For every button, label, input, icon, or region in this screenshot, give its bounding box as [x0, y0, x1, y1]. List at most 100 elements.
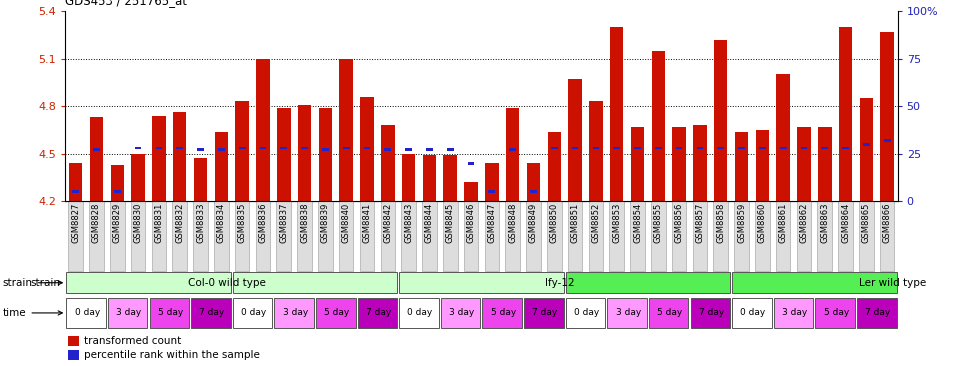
Bar	[218, 149, 225, 152]
Bar	[697, 146, 704, 149]
Text: time: time	[3, 308, 62, 318]
Bar	[801, 146, 807, 149]
Bar	[717, 146, 724, 149]
Bar	[131, 201, 145, 271]
Bar	[69, 163, 83, 201]
Bar	[863, 143, 870, 146]
Bar	[280, 146, 287, 149]
Bar	[298, 105, 311, 201]
Text: percentile rank within the sample: percentile rank within the sample	[84, 350, 260, 360]
Bar	[67, 336, 80, 346]
Bar	[651, 201, 665, 271]
Text: 5 day: 5 day	[324, 309, 349, 317]
Bar	[364, 146, 371, 149]
Text: 0 day: 0 day	[241, 309, 266, 317]
Text: GSM8832: GSM8832	[176, 203, 184, 243]
Bar	[818, 127, 831, 201]
Bar	[526, 201, 540, 271]
Bar	[446, 149, 454, 152]
Bar	[489, 190, 495, 193]
Bar	[693, 125, 707, 201]
Bar	[441, 298, 480, 328]
Bar	[568, 79, 582, 201]
Text: strain: strain	[31, 278, 60, 288]
Bar	[340, 59, 353, 201]
Text: transformed count: transformed count	[84, 336, 181, 346]
Bar	[277, 108, 291, 201]
Bar	[214, 201, 228, 271]
Text: GSM8864: GSM8864	[841, 203, 851, 243]
Bar	[89, 201, 104, 271]
Text: 7 day: 7 day	[865, 309, 891, 317]
Bar	[797, 201, 811, 271]
Bar	[402, 154, 416, 201]
Bar	[468, 162, 474, 165]
Bar	[343, 146, 349, 149]
Bar	[67, 350, 80, 360]
Bar	[732, 272, 897, 294]
Bar	[110, 165, 124, 201]
Bar	[884, 139, 891, 142]
Text: 3 day: 3 day	[282, 309, 308, 317]
Text: GSM8838: GSM8838	[300, 203, 309, 243]
Bar	[485, 163, 498, 201]
Bar	[298, 201, 312, 271]
Bar	[693, 201, 708, 271]
Text: GSM8860: GSM8860	[757, 203, 767, 243]
Text: GDS453 / 251765_at: GDS453 / 251765_at	[65, 0, 187, 7]
Bar	[880, 31, 894, 201]
Bar	[649, 298, 688, 328]
Bar	[880, 201, 895, 271]
Text: GSM8855: GSM8855	[654, 203, 662, 243]
Bar	[572, 146, 579, 149]
Text: 3 day: 3 day	[782, 309, 807, 317]
Text: GSM8827: GSM8827	[71, 203, 81, 243]
Bar	[255, 201, 270, 271]
Bar	[713, 201, 728, 271]
Bar	[152, 116, 166, 201]
Bar	[756, 201, 770, 271]
Bar	[465, 182, 478, 201]
Bar	[635, 146, 641, 149]
Text: GSM8837: GSM8837	[279, 203, 288, 243]
Bar	[156, 146, 162, 149]
Text: GSM8863: GSM8863	[820, 203, 829, 243]
Bar	[818, 201, 832, 271]
Bar	[485, 201, 499, 271]
Text: 7 day: 7 day	[200, 309, 225, 317]
Text: 7 day: 7 day	[366, 309, 391, 317]
Bar	[276, 201, 291, 271]
Bar	[114, 190, 121, 193]
Bar	[319, 108, 332, 201]
Bar	[194, 158, 207, 201]
Bar	[110, 201, 125, 271]
Bar	[426, 149, 433, 152]
Text: GSM8853: GSM8853	[612, 203, 621, 243]
Bar	[631, 127, 644, 201]
Bar	[322, 149, 328, 152]
Text: GSM8828: GSM8828	[92, 203, 101, 243]
Text: GSM8840: GSM8840	[342, 203, 350, 243]
Bar	[275, 298, 314, 328]
Bar	[384, 149, 391, 152]
Bar	[780, 146, 786, 149]
Bar	[380, 201, 396, 271]
Text: 7 day: 7 day	[699, 309, 724, 317]
Bar	[72, 190, 79, 193]
Text: GSM8844: GSM8844	[425, 203, 434, 243]
Bar	[301, 146, 308, 149]
Bar	[672, 127, 685, 201]
Text: 0 day: 0 day	[740, 309, 766, 317]
Text: GSM8861: GSM8861	[779, 203, 787, 243]
Bar	[734, 201, 749, 271]
Bar	[235, 201, 250, 271]
Bar	[66, 298, 106, 328]
Bar	[734, 131, 748, 201]
Text: 5 day: 5 day	[824, 309, 849, 317]
Bar	[259, 146, 266, 149]
Bar	[567, 201, 583, 271]
Text: Col-0 wild type: Col-0 wild type	[187, 278, 266, 288]
Text: GSM8859: GSM8859	[737, 203, 746, 243]
Text: GSM8846: GSM8846	[467, 203, 475, 243]
Bar	[774, 298, 813, 328]
